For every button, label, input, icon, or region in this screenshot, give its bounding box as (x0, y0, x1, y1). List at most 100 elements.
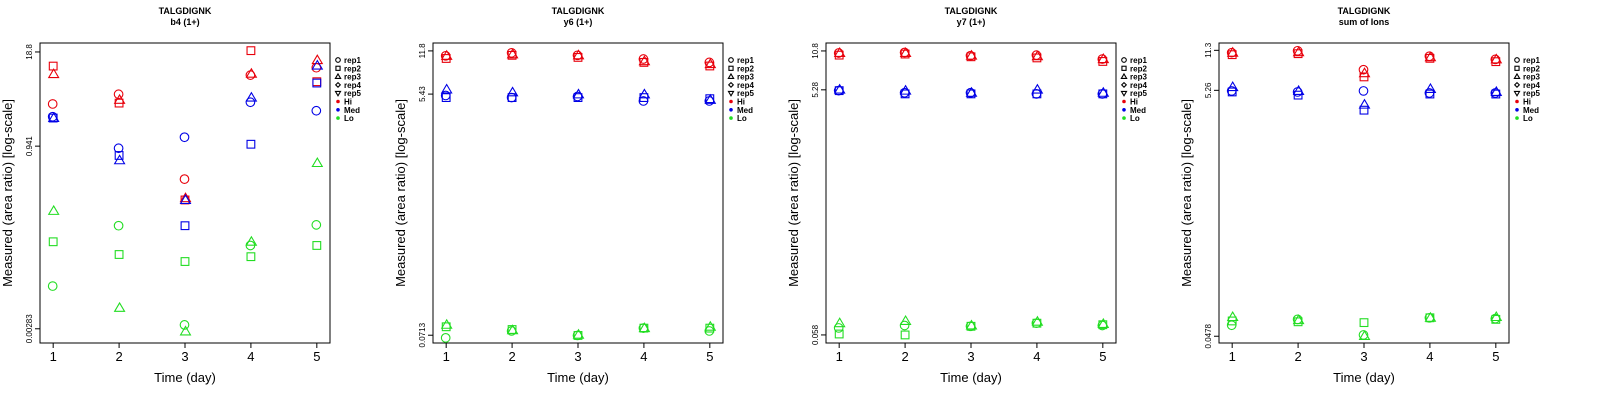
legend-marker (729, 116, 733, 120)
data-point (1031, 50, 1044, 61)
series-hi (1226, 45, 1503, 82)
legend-label: Hi (1130, 98, 1138, 107)
data-point (312, 241, 322, 250)
x-axis-label: Time (day) (154, 370, 216, 385)
legend-marker (1122, 108, 1126, 112)
data-point (180, 257, 190, 266)
x-tick-label: 5 (706, 349, 713, 364)
data-point (312, 78, 322, 88)
data-point (246, 139, 256, 149)
legend-marker (1120, 90, 1128, 97)
data-point (440, 333, 451, 343)
data-point (440, 318, 453, 329)
data-point (311, 157, 324, 168)
y-tick-label: 0.0713 (418, 322, 427, 347)
legend-marker (1122, 99, 1126, 104)
legend-marker (1514, 57, 1520, 63)
legend-marker (334, 72, 342, 80)
legend-label: Lo (344, 114, 354, 123)
data-point (113, 301, 126, 312)
data-point (1490, 85, 1503, 96)
data-point (833, 323, 844, 333)
series-med (47, 59, 324, 231)
data-point (965, 49, 978, 60)
legend-marker (728, 57, 734, 63)
data-point (834, 329, 844, 339)
x-tick-label: 3 (181, 349, 188, 364)
legend-marker (728, 65, 734, 71)
data-point (113, 143, 124, 154)
legend-label: rep5 (1130, 89, 1147, 98)
data-point (899, 84, 912, 95)
legend-marker (727, 90, 735, 97)
data-point (638, 322, 651, 333)
legend-label: rep2 (344, 64, 361, 73)
y-tick-label: 0.0478 (1204, 323, 1213, 348)
data-point (47, 204, 60, 215)
legend-marker (727, 81, 735, 88)
data-point (311, 105, 322, 116)
data-point (180, 221, 190, 231)
legend-label: rep4 (344, 81, 361, 90)
legend-marker (1515, 99, 1519, 104)
legend-label: rep3 (1523, 73, 1540, 82)
data-point (48, 61, 58, 71)
x-tick-label: 2 (115, 349, 122, 364)
data-point (704, 58, 717, 69)
legend-label: rep4 (737, 81, 754, 90)
data-point (311, 220, 322, 230)
legend-label: rep4 (1523, 81, 1540, 90)
legend-label: rep1 (1523, 56, 1540, 65)
data-point (506, 324, 519, 335)
data-point (311, 59, 324, 70)
data-point (1358, 67, 1371, 78)
data-point (47, 68, 60, 79)
x-tick-label: 1 (443, 349, 450, 364)
series-lo (1226, 311, 1503, 341)
y-tick-label: 0.941 (25, 136, 34, 157)
chart-title: TALGDIGNK (552, 6, 605, 16)
series-hi (440, 47, 717, 71)
y-axis-label: Measured (area ratio) [log-scale] (786, 99, 801, 287)
data-point (1358, 329, 1371, 341)
data-point (1226, 311, 1239, 322)
legend-marker (727, 72, 735, 80)
x-tick-label: 3 (1360, 349, 1367, 364)
data-point (48, 237, 58, 247)
x-tick-label: 4 (640, 349, 647, 364)
data-point (113, 89, 124, 100)
data-point (1425, 89, 1435, 99)
chart-subtitle: b4 (1+) (170, 17, 199, 27)
data-point (572, 49, 585, 60)
legend-label: rep5 (1523, 89, 1540, 98)
data-point (833, 46, 846, 58)
legend-label: rep2 (737, 64, 754, 73)
legend-label: rep1 (344, 56, 361, 65)
data-point (1292, 46, 1305, 57)
legend-label: Hi (1523, 98, 1531, 107)
legend-label: rep2 (1130, 64, 1147, 73)
data-point (965, 319, 978, 330)
series-med (833, 83, 1110, 99)
data-point (179, 132, 190, 143)
legend-label: Lo (737, 114, 747, 123)
data-point (245, 91, 258, 102)
x-tick-label: 4 (247, 349, 254, 364)
data-point (1227, 87, 1237, 97)
legend-marker (1121, 57, 1127, 63)
y-tick-label: 5.43 (418, 86, 427, 102)
legend-marker (334, 81, 342, 88)
data-point (245, 67, 258, 78)
x-tick-label: 5 (1099, 349, 1106, 364)
data-point (965, 86, 978, 97)
data-point (440, 49, 453, 60)
data-point (507, 93, 517, 103)
legend-label: Med (737, 106, 753, 115)
legend-marker (1513, 72, 1521, 80)
data-point (441, 93, 451, 103)
data-point (47, 281, 58, 291)
